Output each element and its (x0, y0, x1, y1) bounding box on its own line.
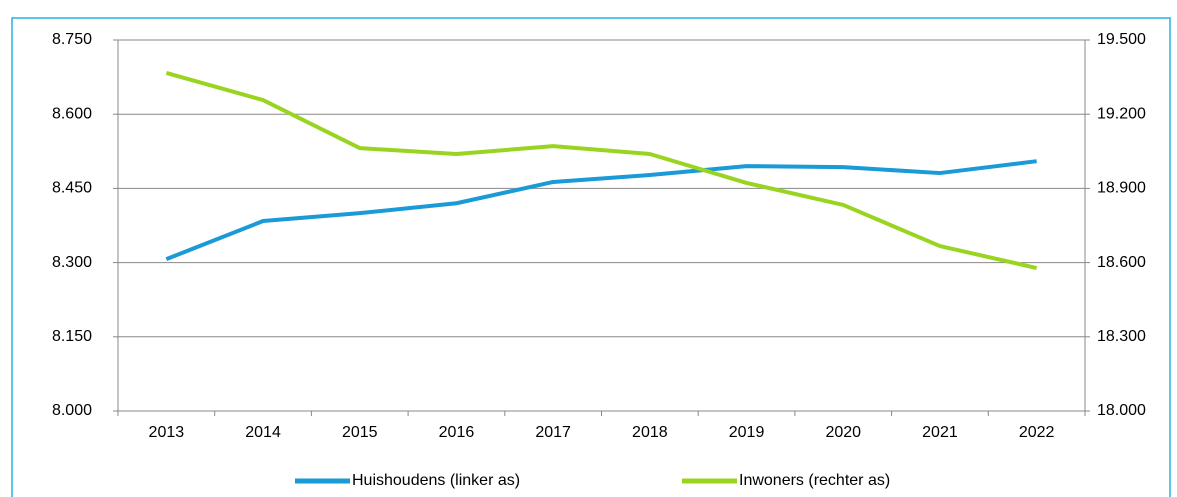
series-line (165, 159, 1037, 261)
y-tick-label: 8.450 (52, 180, 92, 197)
y2-tick-label: 18.900 (1097, 180, 1146, 197)
y-tick-label: 8.600 (52, 105, 92, 122)
y2-tick-label: 18.000 (1097, 402, 1146, 419)
y-tick-label: 8.750 (52, 31, 92, 48)
x-tick-label: 2014 (245, 424, 281, 441)
y-tick-label: 8.300 (52, 254, 92, 271)
y-tick-label: 8.150 (52, 328, 92, 345)
x-tick-label: 2016 (439, 424, 475, 441)
series-line (165, 70, 1038, 270)
y2-tick-label: 18.300 (1097, 328, 1146, 345)
y2-tick-label: 19.200 (1097, 105, 1146, 122)
x-tick-label: 2022 (1019, 424, 1055, 441)
x-tick-label: 2017 (535, 424, 571, 441)
y-tick-label: 8.000 (52, 402, 92, 419)
x-tick-label: 2020 (825, 424, 861, 441)
y2-tick-label: 18.600 (1097, 254, 1146, 271)
header-strip (0, 0, 1177, 18)
y2-tick-label: 19.500 (1097, 31, 1146, 48)
x-tick-label: 2015 (342, 424, 378, 441)
legend-label: Huishoudens (linker as) (352, 472, 520, 489)
frame (11, 17, 1171, 497)
x-tick-label: 2019 (729, 424, 765, 441)
legend-label: Inwoners (rechter as) (739, 472, 890, 489)
x-tick-label: 2018 (632, 424, 668, 441)
x-tick-label: 2013 (149, 424, 185, 441)
x-tick-label: 2021 (922, 424, 958, 441)
